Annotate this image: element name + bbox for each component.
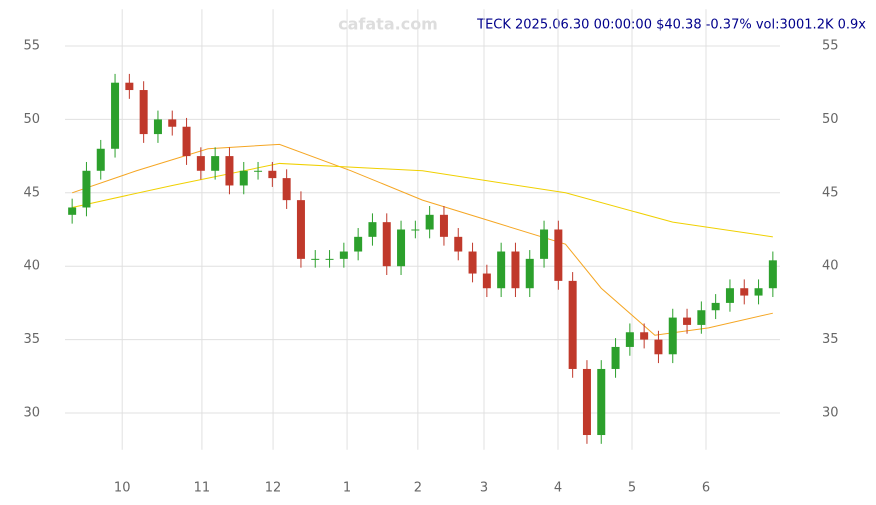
candle-body bbox=[339, 251, 348, 259]
candle-body bbox=[625, 332, 634, 347]
y-tick-label: 40 bbox=[23, 259, 40, 274]
x-tick-label: 1 bbox=[343, 481, 351, 496]
candle-body bbox=[139, 90, 148, 135]
y-tick-label: 45 bbox=[23, 185, 40, 200]
y-tick-label: 55 bbox=[23, 39, 40, 54]
y-tick-label: 40 bbox=[822, 259, 839, 274]
x-tick-label: 6 bbox=[702, 481, 710, 496]
candle-body bbox=[754, 288, 763, 296]
y-tick-label: 55 bbox=[822, 39, 839, 54]
candle-body bbox=[711, 302, 720, 311]
candle-body bbox=[82, 170, 91, 208]
candle-body bbox=[654, 339, 663, 355]
candle-body bbox=[582, 368, 591, 436]
candle-body bbox=[311, 258, 320, 260]
candle-body bbox=[497, 251, 506, 289]
candle-body bbox=[96, 148, 105, 171]
candle-body bbox=[68, 207, 77, 215]
y-tick-label: 35 bbox=[822, 332, 839, 347]
candle-body bbox=[554, 229, 563, 281]
candle-body bbox=[611, 346, 620, 369]
candle-body bbox=[725, 288, 734, 303]
candle-body bbox=[382, 222, 391, 267]
candle-body bbox=[511, 251, 520, 289]
y-tick-label: 50 bbox=[822, 112, 839, 127]
y-tick-label: 45 bbox=[822, 185, 839, 200]
watermark: cafata.com bbox=[338, 15, 438, 34]
x-tick-label: 11 bbox=[194, 481, 211, 496]
candle-body bbox=[211, 156, 220, 171]
y-tick-label: 35 bbox=[23, 332, 40, 347]
candle-body bbox=[225, 156, 234, 186]
candle-body bbox=[296, 200, 305, 259]
candle-body bbox=[196, 156, 205, 171]
candle-body bbox=[254, 170, 263, 172]
y-tick-label: 30 bbox=[822, 406, 839, 421]
candle-body bbox=[282, 178, 291, 201]
candle-body bbox=[697, 310, 706, 325]
x-tick-label: 3 bbox=[480, 481, 488, 496]
x-tick-label: 5 bbox=[628, 481, 636, 496]
candle-body bbox=[525, 258, 534, 289]
x-tick-label: 4 bbox=[554, 481, 562, 496]
candle-body bbox=[439, 214, 448, 237]
candle-body bbox=[153, 119, 162, 135]
moving-average bbox=[72, 162, 773, 238]
candle-body bbox=[640, 332, 649, 340]
moving-average bbox=[71, 143, 773, 336]
y-tick-label: 50 bbox=[23, 112, 40, 127]
candle-body bbox=[182, 126, 191, 157]
candle-body bbox=[568, 280, 577, 369]
candle-body bbox=[454, 236, 463, 252]
candle-body bbox=[325, 258, 334, 260]
candle-body bbox=[668, 317, 677, 355]
x-tick-label: 2 bbox=[414, 481, 422, 496]
candle-body bbox=[168, 119, 177, 127]
candle-body bbox=[740, 288, 749, 296]
x-tick-label: 12 bbox=[265, 481, 282, 496]
candle-body bbox=[597, 368, 606, 436]
candle-body bbox=[111, 82, 120, 149]
candle-body bbox=[482, 273, 491, 289]
candle-body bbox=[768, 260, 777, 289]
candle-body bbox=[411, 229, 420, 231]
candle-body bbox=[239, 170, 248, 186]
candle-body bbox=[268, 170, 277, 179]
y-tick-label: 30 bbox=[23, 406, 40, 421]
candle-body bbox=[368, 222, 377, 237]
candle-body bbox=[125, 82, 134, 91]
candle-body bbox=[425, 214, 434, 230]
x-tick-label: 10 bbox=[114, 481, 131, 496]
candle-body bbox=[683, 317, 692, 325]
candle-body bbox=[354, 236, 363, 252]
chart-title: TECK 2025.06.30 00:00:00 $40.38 -0.37% v… bbox=[476, 18, 866, 33]
candle-body bbox=[540, 229, 549, 259]
candle-body bbox=[468, 251, 477, 274]
candle-body bbox=[397, 229, 406, 267]
